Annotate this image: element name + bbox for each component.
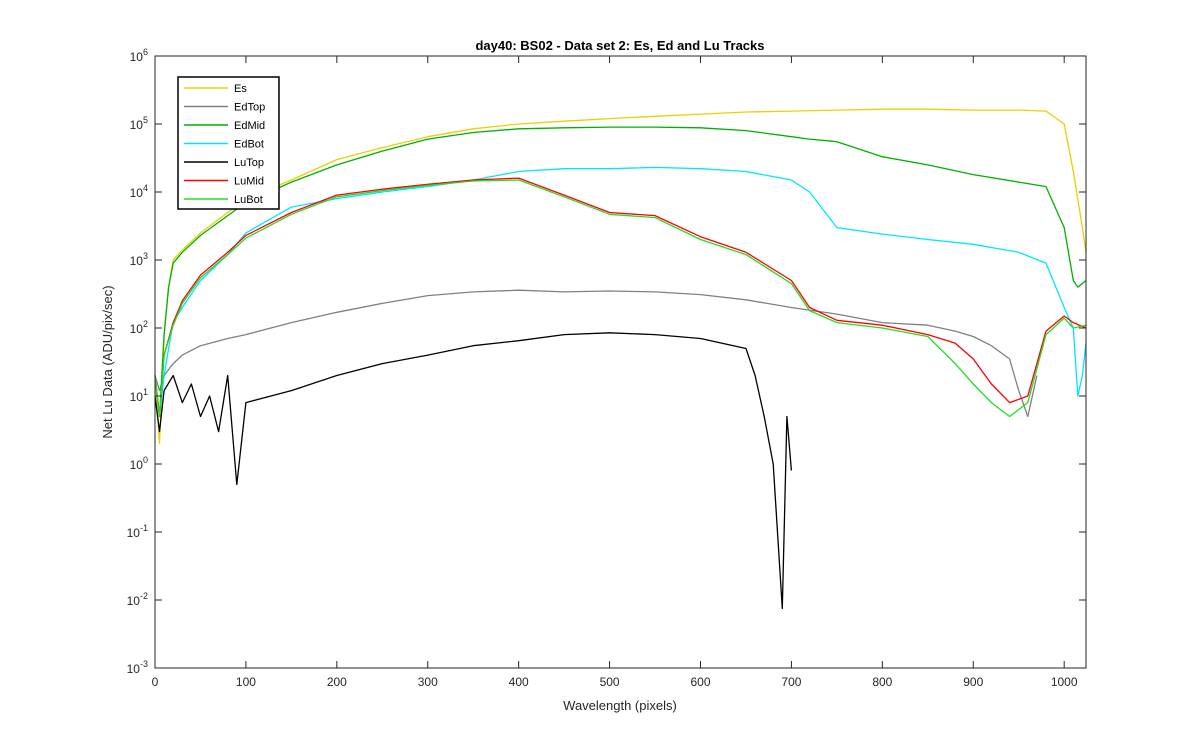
y-tick-base: 10 [130, 390, 144, 404]
y-tick-exponent: 6 [143, 47, 148, 57]
y-tick-exponent: -1 [140, 523, 148, 533]
y-axis-title: Net Lu Data (ADU/pix/sec) [100, 285, 115, 438]
y-tick-exponent: 5 [143, 115, 148, 125]
series-layer [154, 108, 1087, 610]
x-tick-label: 0 [152, 675, 159, 689]
y-tick-exponent: 0 [143, 455, 148, 465]
series-line-lumid [154, 177, 1087, 418]
y-tick-base: 10 [130, 322, 144, 336]
x-tick-label: 100 [236, 675, 256, 689]
x-axis-title: Wavelength (pixels) [563, 698, 677, 713]
x-axis: 0 100 200 300 400 500 600 700 800 900 1000 [152, 56, 1078, 689]
x-tick-label: 800 [872, 675, 892, 689]
y-tick-base: 10 [127, 526, 141, 540]
series-line-lutop [154, 332, 793, 610]
y-tick-label: 100 [130, 455, 148, 472]
legend-label: LuTop [234, 157, 264, 169]
series-line-edmid [154, 126, 1087, 418]
y-tick-label: 105 [130, 115, 148, 132]
y-tick-label: 10-2 [127, 591, 148, 608]
y-tick-exponent: 2 [143, 319, 148, 329]
legend-label: Es [234, 83, 247, 95]
y-tick-label: 106 [130, 47, 148, 64]
x-tick-label: 600 [690, 675, 710, 689]
legend-label: LuBot [234, 194, 263, 206]
y-tick-base: 10 [130, 254, 144, 268]
legend-label: EdMid [234, 120, 265, 132]
y-tick-label: 104 [130, 183, 148, 200]
y-tick-base: 10 [127, 594, 141, 608]
legend-label: LuMid [234, 176, 264, 188]
y-tick-exponent: -2 [140, 591, 148, 601]
y-tick-exponent: 1 [143, 387, 148, 397]
y-tick-label: 103 [130, 251, 148, 268]
y-tick-exponent: -3 [140, 659, 148, 669]
series-line-edtop [154, 289, 1038, 418]
x-tick-label: 500 [600, 675, 620, 689]
legend: Es EdTop EdMid EdBot LuTop LuMid LuBot [177, 76, 280, 210]
x-tick-label: 700 [781, 675, 801, 689]
chart-title: day40: BS02 - Data set 2: Es, Ed and Lu … [475, 38, 764, 53]
y-tick-exponent: 3 [143, 251, 148, 261]
plot-area [155, 56, 1086, 668]
x-tick-label: 400 [509, 675, 529, 689]
legend-label: EdBot [234, 139, 264, 151]
x-tick-label: 900 [963, 675, 983, 689]
y-tick-base: 10 [130, 458, 144, 472]
y-tick-label: 10-3 [127, 659, 148, 676]
y-tick-label: 10-1 [127, 523, 148, 540]
plot-frame [154, 55, 1087, 669]
y-tick-base: 10 [130, 118, 144, 132]
x-tick-label: 300 [418, 675, 438, 689]
series-line-es [154, 108, 1087, 445]
y-tick-base: 10 [130, 186, 144, 200]
y-tick-label: 101 [130, 387, 148, 404]
legend-label: EdTop [234, 102, 265, 114]
y-tick-base: 10 [130, 50, 144, 64]
y-tick-exponent: 4 [143, 183, 148, 193]
series-line-edbot [154, 166, 1087, 418]
y-tick-label: 102 [130, 319, 148, 336]
series-line-lubot [154, 179, 1087, 418]
x-tick-label: 200 [327, 675, 347, 689]
y-tick-base: 10 [127, 662, 141, 676]
x-tick-label: 1000 [1051, 675, 1078, 689]
